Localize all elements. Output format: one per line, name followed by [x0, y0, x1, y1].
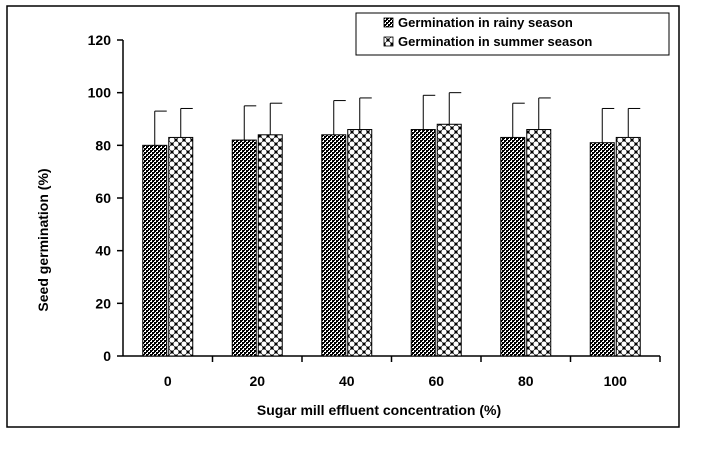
- bar-rainy: [410, 129, 436, 357]
- y-axis-title: Seed germination (%): [35, 168, 51, 311]
- bar-summer: [615, 136, 641, 357]
- x-tick-label: 80: [518, 373, 534, 389]
- x-tick-label: 40: [339, 373, 355, 389]
- x-axis-ticks: 0 20 40 60 80 100: [164, 356, 661, 389]
- bar-rainy: [589, 142, 615, 357]
- legend-box: [355, 12, 670, 56]
- bar-rainy: [321, 134, 347, 357]
- x-axis-title: Sugar mill effluent concentration (%): [257, 402, 501, 418]
- figure-frame: [6, 5, 680, 428]
- x-tick-label: 0: [164, 373, 172, 389]
- bar-summer: [347, 129, 373, 357]
- x-tick-label: 20: [249, 373, 265, 389]
- legend-swatch-rainy: [383, 17, 394, 28]
- y-tick-label: 80: [95, 137, 111, 153]
- legend-swatch-summer: [383, 36, 394, 47]
- legend-label-rainy: Germination in rainy season: [398, 15, 573, 30]
- y-tick-label: 100: [88, 85, 112, 101]
- y-tick-label: 60: [95, 190, 111, 206]
- legend: Germination in rainy season Germination …: [355, 12, 670, 56]
- legend-label-summer: Germination in summer season: [398, 34, 592, 49]
- bar-summer: [168, 136, 194, 357]
- bar-rainy: [500, 136, 526, 357]
- bar-summer: [436, 123, 462, 357]
- y-tick-label: 20: [95, 295, 111, 311]
- y-tick-label: 120: [88, 32, 112, 48]
- bar-series: [142, 123, 641, 357]
- y-tick-label: 40: [95, 243, 111, 259]
- bar-rainy: [142, 144, 168, 357]
- y-axis-ticks: 0 20 40 60 80 100 120: [88, 32, 123, 364]
- bar-rainy: [231, 139, 257, 357]
- bar-summer: [526, 129, 552, 357]
- x-tick-label: 60: [428, 373, 444, 389]
- bar-summer: [257, 134, 283, 357]
- x-tick-label: 100: [604, 373, 628, 389]
- error-bars: [154, 92, 641, 146]
- y-tick-label: 0: [103, 348, 111, 364]
